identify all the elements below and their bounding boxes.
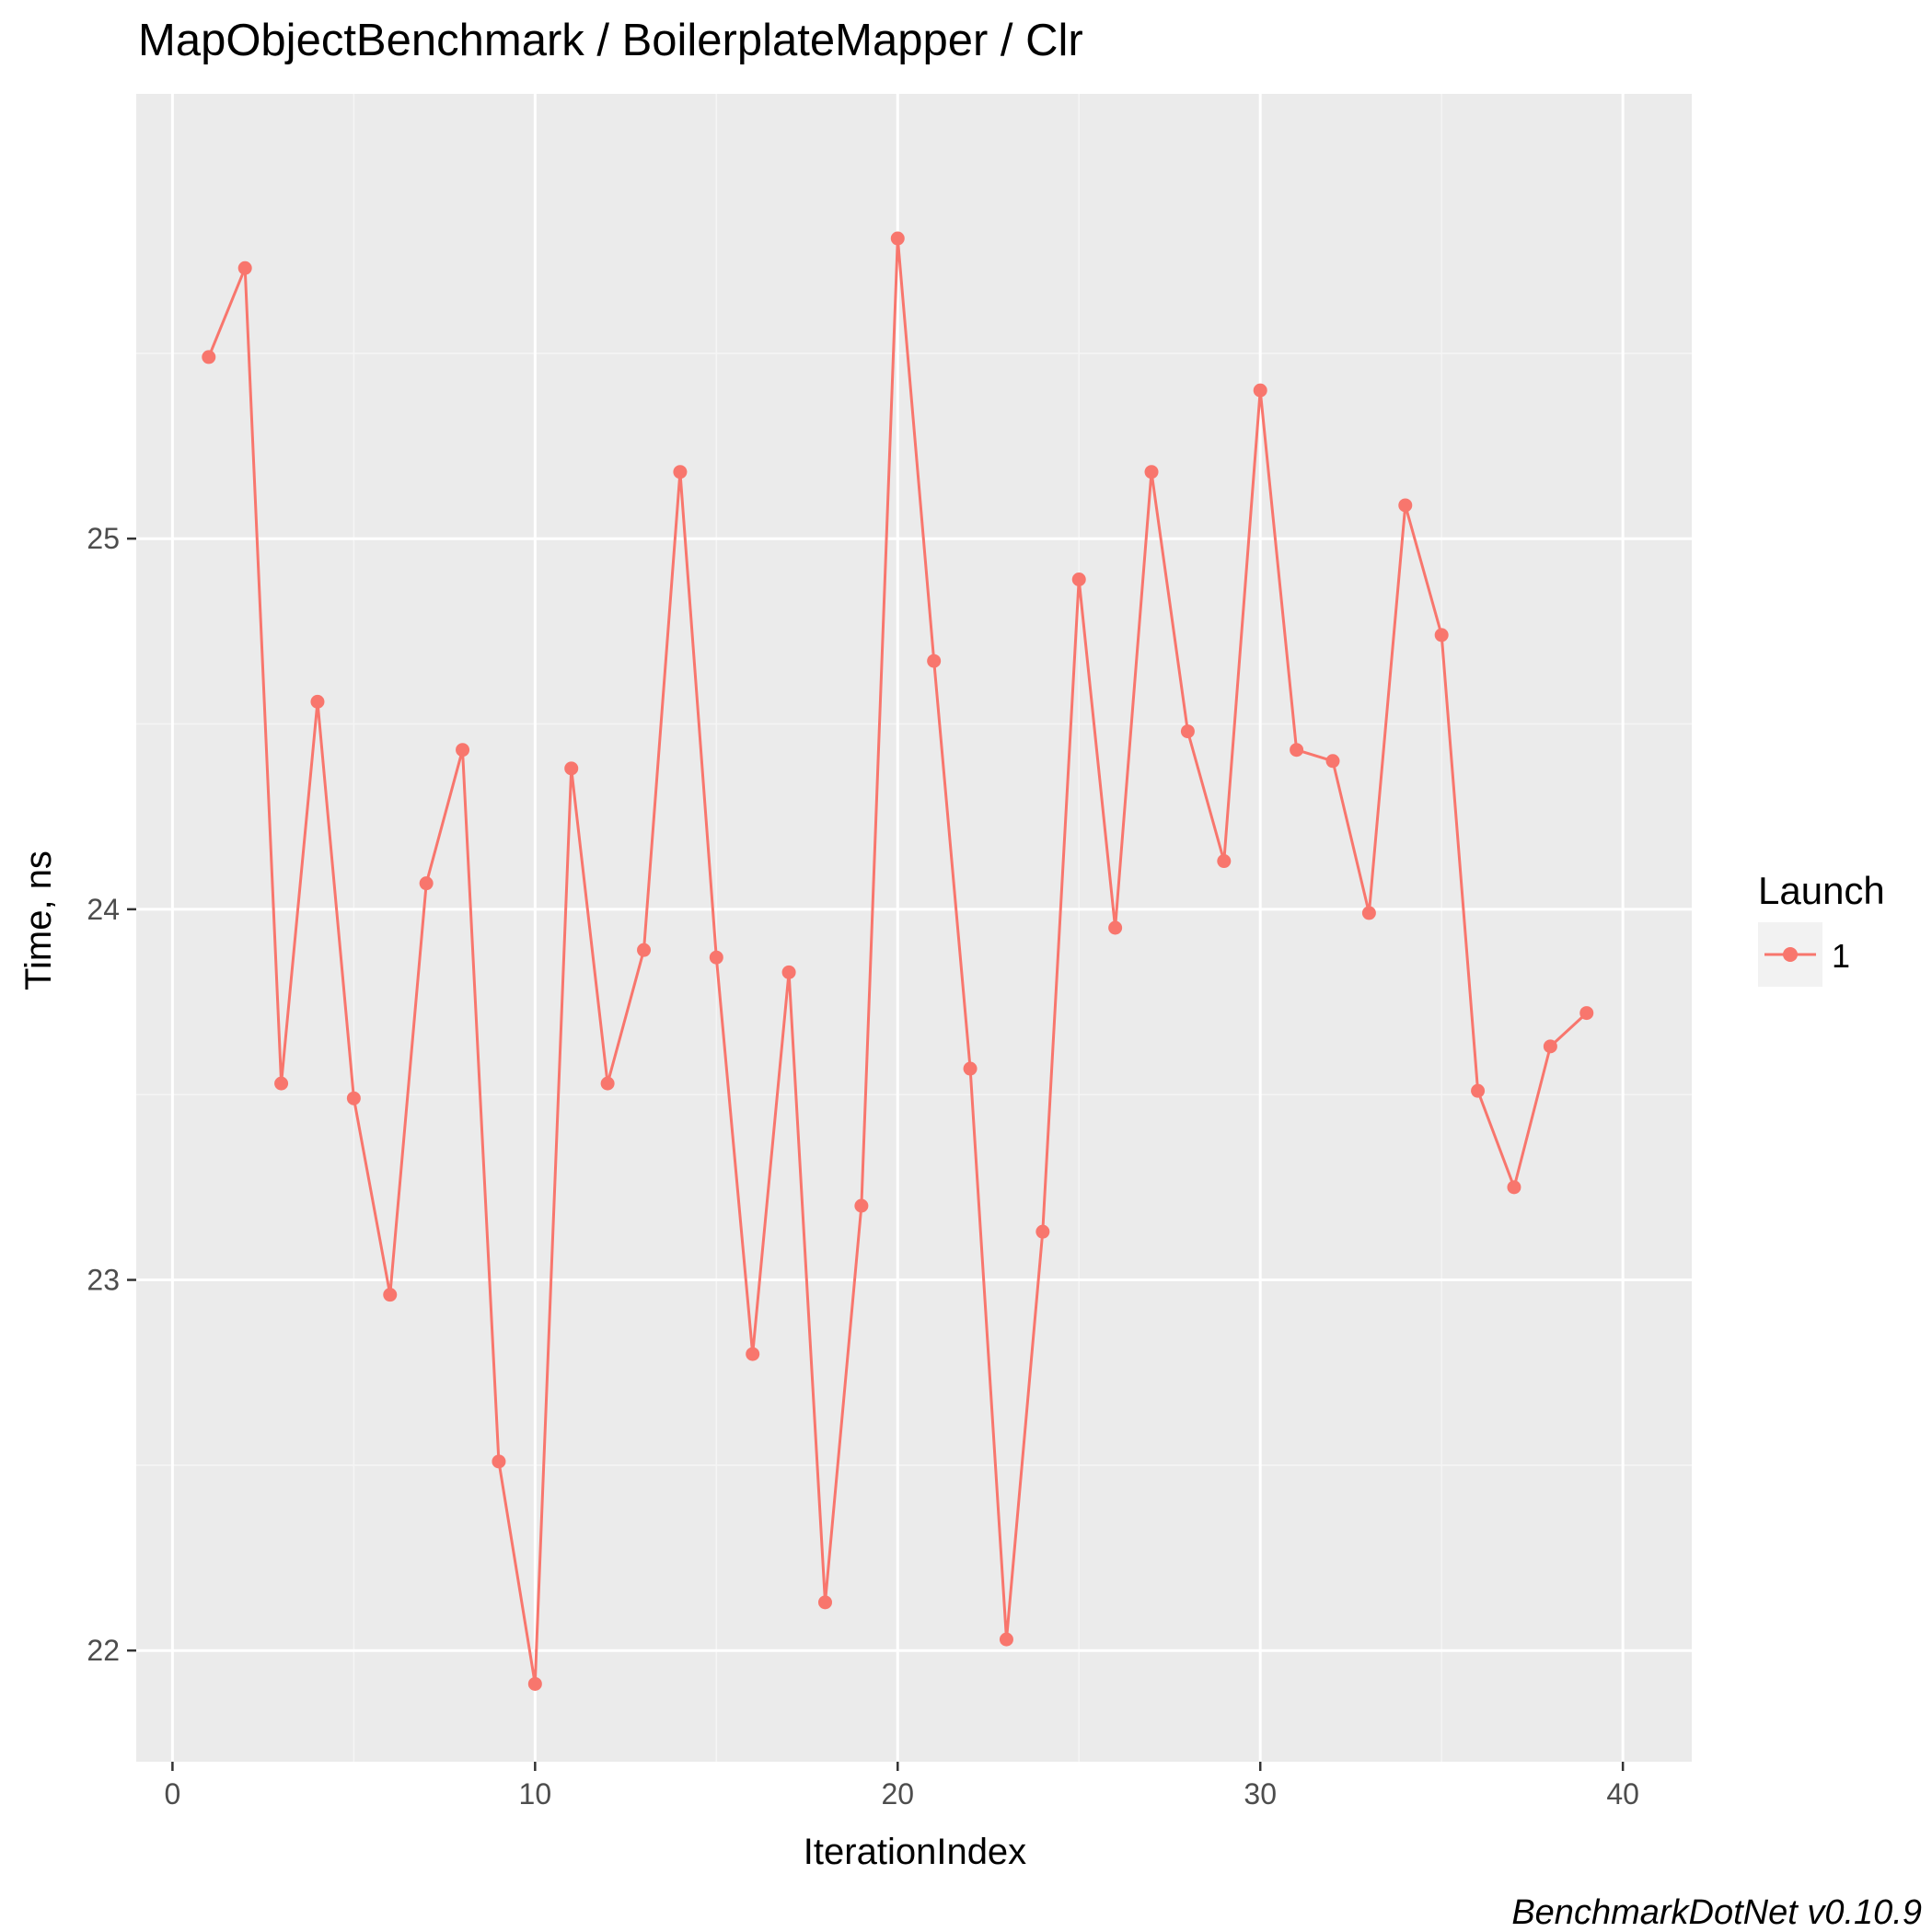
data-point [202, 350, 216, 364]
data-point [310, 694, 325, 709]
data-point [1579, 1006, 1594, 1021]
data-point [1144, 465, 1159, 480]
data-point [963, 1061, 978, 1076]
chart-title: MapObjectBenchmark / BoilerplateMapper /… [138, 16, 1083, 65]
data-point [527, 1676, 542, 1691]
data-point [854, 1198, 869, 1213]
data-point [1035, 1224, 1050, 1239]
data-point [1398, 498, 1413, 513]
plot-panel [136, 94, 1692, 1762]
y-tick-label: 23 [87, 1264, 120, 1297]
legend-key-point [1783, 947, 1798, 962]
data-point [817, 1595, 832, 1610]
legend: Launch 1 [1758, 869, 1885, 987]
data-point [1071, 572, 1086, 586]
y-tick-label: 22 [87, 1634, 120, 1667]
x-tick-label: 0 [164, 1777, 180, 1811]
data-point [274, 1076, 289, 1091]
y-axis-label: Time, ns [18, 850, 59, 990]
data-point [1361, 906, 1376, 920]
data-point [456, 743, 470, 758]
legend-label-1: 1 [1832, 937, 1850, 975]
caption: BenchmarkDotNet v0.10.9 [1511, 1893, 1922, 1932]
data-point [346, 1091, 361, 1105]
data-point [1543, 1039, 1557, 1054]
data-point [890, 231, 905, 246]
data-point [746, 1347, 760, 1361]
data-point [237, 260, 252, 275]
plot-panel-background [136, 94, 1692, 1762]
y-tick-label: 24 [87, 893, 120, 926]
data-point [673, 465, 688, 480]
data-point [1253, 383, 1267, 398]
data-point [1434, 628, 1449, 642]
data-point [600, 1076, 615, 1091]
data-point [419, 876, 434, 891]
x-tick-label: 10 [519, 1777, 552, 1811]
data-point [781, 965, 796, 979]
x-axis-label: IterationIndex [804, 1832, 1026, 1872]
data-point [1108, 920, 1123, 935]
axes: 0 10 20 30 40 22 23 24 25 [87, 522, 1639, 1811]
data-point [1217, 854, 1232, 869]
data-point [709, 950, 723, 965]
legend-title: Launch [1758, 869, 1885, 912]
data-point [1471, 1083, 1486, 1098]
x-tick-label: 40 [1606, 1777, 1639, 1811]
data-point [1180, 724, 1195, 739]
data-point [1290, 743, 1304, 758]
data-point [1507, 1180, 1521, 1195]
data-point [492, 1454, 506, 1469]
data-point [383, 1288, 398, 1302]
data-point [637, 943, 652, 957]
x-tick-label: 30 [1244, 1777, 1277, 1811]
data-point [564, 761, 579, 776]
data-point [1325, 754, 1340, 769]
y-tick-label: 25 [87, 522, 120, 555]
data-point [927, 654, 942, 668]
data-point [999, 1632, 1013, 1647]
x-tick-label: 20 [881, 1777, 914, 1811]
